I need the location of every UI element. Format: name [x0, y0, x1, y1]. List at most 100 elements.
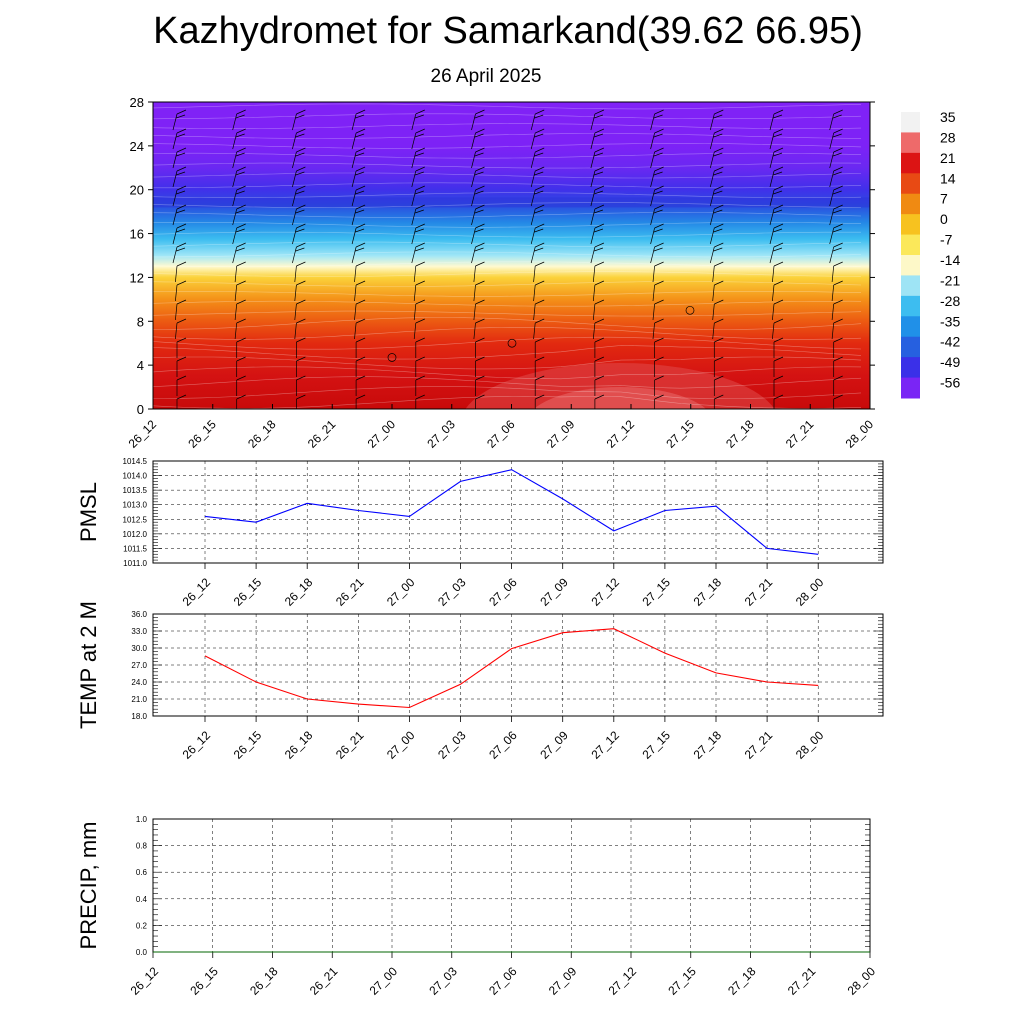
heatmap-x-tick-label: 27_00	[365, 417, 399, 451]
wind-barb-flag	[295, 228, 305, 233]
heatmap-x-tick-label: 27_15	[663, 417, 697, 451]
wind-barb-flag	[535, 299, 545, 305]
contour-line	[153, 172, 862, 179]
wind-barb	[294, 322, 297, 340]
wind-barb	[175, 265, 178, 283]
wind-barb	[650, 246, 655, 264]
y-tick-label: 1.0	[136, 815, 148, 824]
wind-barb-flag	[176, 128, 187, 134]
wind-barb-flag	[535, 375, 545, 381]
contour-line	[153, 162, 862, 169]
wind-barb-flag	[535, 394, 545, 400]
wind-barb	[892, 266, 894, 282]
wind-barb-flag	[176, 209, 186, 214]
wind-barb-flag	[236, 223, 246, 229]
wind-barb-flag	[475, 375, 485, 381]
wind-barb-flag	[833, 166, 843, 172]
wind-barb	[650, 151, 655, 169]
wind-barb	[829, 208, 835, 226]
y-axis-label: PMSL	[76, 482, 101, 542]
wind-barb-flag	[176, 261, 187, 267]
wind-barb	[473, 265, 476, 283]
wind-barb-flag	[714, 166, 724, 172]
wind-barb-flag	[474, 114, 484, 119]
wind-barb-flag	[833, 261, 843, 267]
wind-barb-flag	[236, 204, 246, 210]
wind-barb-flag	[235, 152, 245, 157]
wind-barb-flag	[832, 114, 842, 119]
wind-barb-flag	[296, 223, 306, 229]
wind-barb	[411, 151, 417, 169]
wind-barb-flag	[236, 166, 246, 172]
wind-barb-flag	[236, 185, 246, 191]
wind-barb-flag	[654, 204, 664, 210]
contour-line	[153, 396, 862, 409]
wind-barb-flag	[714, 375, 724, 381]
wind-barb-flag	[773, 204, 784, 210]
wind-barb	[351, 132, 357, 150]
wind-barb-flag	[236, 261, 246, 267]
heatmap-y-tick-label: 20	[130, 183, 144, 198]
wind-barb-flag	[475, 356, 485, 362]
x-tick-label: 27_06	[486, 728, 520, 762]
colorbar-swatch	[901, 132, 920, 154]
wind-barb-flag	[355, 109, 366, 115]
contour-line	[153, 300, 862, 307]
wind-barb	[175, 303, 178, 321]
wind-barb-flag	[594, 114, 604, 119]
wind-barb-flag	[355, 223, 366, 229]
contour-line	[153, 251, 862, 258]
wind-barb-flag	[773, 166, 784, 172]
contour-lines	[153, 103, 862, 409]
wind-barb-flag	[235, 133, 245, 138]
wind-barb-flag	[594, 133, 604, 138]
wind-barb	[829, 170, 835, 188]
wind-barb-flag	[236, 280, 246, 286]
wind-barb-flag	[833, 147, 843, 153]
wind-barb	[889, 171, 893, 187]
wind-barb-flag	[415, 109, 425, 115]
wind-barb-flag	[535, 166, 545, 172]
wind-barb-flag	[355, 318, 366, 324]
colorbar-swatch	[901, 173, 920, 195]
wind-barb	[471, 113, 476, 131]
wind-barb	[829, 132, 835, 150]
wind-barb-flag	[713, 228, 723, 233]
wind-barb	[889, 228, 893, 244]
wind-barb	[411, 227, 417, 245]
wind-barb-flag	[535, 109, 545, 115]
heatmap-y-tick-label: 4	[137, 358, 144, 373]
wind-barb-flag	[415, 356, 425, 362]
wind-barb	[292, 132, 297, 150]
wind-barb-flag	[832, 190, 842, 195]
wind-barb	[652, 265, 655, 283]
heatmap-x-tick-label: 27_06	[484, 417, 518, 451]
wind-barb-flag	[176, 318, 187, 324]
wind-barb	[294, 265, 297, 283]
heatmap-x-tick-label: 27_09	[544, 417, 578, 451]
colorbar-swatch	[901, 193, 920, 215]
wind-barb	[471, 189, 476, 207]
y-tick-label: 0.0	[136, 948, 148, 957]
wind-barb	[354, 265, 357, 283]
wind-barb-flag	[594, 394, 605, 400]
wind-barb-flag	[296, 147, 306, 153]
contour-line	[153, 231, 861, 238]
wind-barb	[292, 227, 297, 245]
wind-barb-flag	[296, 394, 306, 400]
contour-line	[153, 103, 862, 110]
wind-barb	[769, 170, 775, 188]
wind-barb-flag	[654, 242, 664, 248]
wind-barb-flag	[235, 209, 245, 214]
wind-barb	[294, 303, 297, 321]
wind-barb-flag	[176, 228, 186, 233]
wind-barb	[413, 284, 417, 302]
wind-barb-flag	[535, 356, 545, 362]
wind-barb-flag	[355, 133, 365, 138]
wind-barb-flag	[236, 318, 246, 324]
wind-barb	[473, 284, 476, 302]
colorbar-label: -14	[940, 252, 960, 268]
wind-barb	[590, 189, 596, 207]
wind-barb-flag	[713, 247, 723, 252]
wind-barb-flag	[594, 166, 605, 172]
